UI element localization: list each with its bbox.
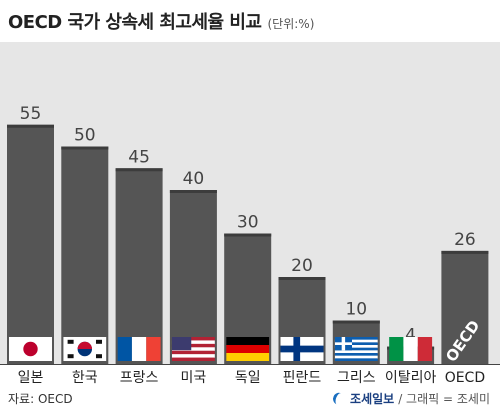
publisher-name: 조세일보 [350,392,395,406]
value-label: 20 [291,256,313,276]
category-label: 핀란드 [283,370,322,386]
bar [61,146,109,364]
value-label: 4 [405,326,416,346]
bar-top-edge [278,277,326,280]
category-label: OECD [445,370,485,386]
category-label: 독일 [235,370,261,386]
flag-germany-icon [226,337,270,361]
value-label: 40 [183,169,205,189]
value-label: 26 [454,230,476,250]
flag-finland-icon [280,337,324,361]
bar-group: 4 이탈리아 [385,326,437,386]
category-label: 일본 [18,370,44,386]
bar [441,250,489,364]
footer-credit: 조세일보 / 그래픽 = 조세미 [331,390,490,407]
bar-group: 45 프랑스 [115,147,163,386]
bar-group: 40 미국 [169,169,217,386]
bar [7,124,54,364]
x-axis-line [0,364,500,365]
value-label: 10 [345,300,367,320]
value-label: 55 [20,104,42,124]
value-label: 45 [128,147,150,167]
title-row: OECD 국가 상속세 최고세율 비교 (단위:%) [8,8,314,34]
category-label: 미국 [181,370,207,386]
flag-italy-icon [389,337,433,361]
source-label: 자료: OECD [8,392,73,406]
unit-label: (단위:%) [267,17,315,31]
category-label: 한국 [72,370,98,386]
category-label: 그리스 [337,370,376,386]
bar-top-edge [332,320,380,324]
flag-greece-icon [334,337,378,361]
bar-group: 30 독일 [224,213,272,386]
bar-group: 50 한국 [61,126,109,386]
graphic-credit: / 그래픽 = 조세미 [398,392,490,406]
flag-france-icon [117,337,161,361]
bar-top-edge [224,233,272,237]
bar-group: 55 일본 [7,104,54,386]
publisher-logo-icon [331,390,348,407]
value-label: 50 [74,126,96,146]
bar-top-edge [115,168,163,172]
bar-top-edge [441,250,489,254]
bar-top-edge [61,146,109,150]
flag-south-korea-icon [63,337,107,361]
flag-japan-icon [9,337,52,361]
category-label: 이탈리아 [385,370,437,386]
bar-group: 20 핀란드 [278,256,326,386]
bar [169,190,217,364]
bar-top-edge [169,190,217,193]
bar-top-edge [7,124,54,128]
bar [115,168,163,364]
flag-usa-icon [171,337,215,361]
category-label: 프랑스 [120,370,159,386]
chart-title: OECD 국가 상속세 최고세율 비교 [8,12,262,33]
value-label: 30 [237,213,259,233]
bar-group: 10 그리스 [332,300,380,386]
